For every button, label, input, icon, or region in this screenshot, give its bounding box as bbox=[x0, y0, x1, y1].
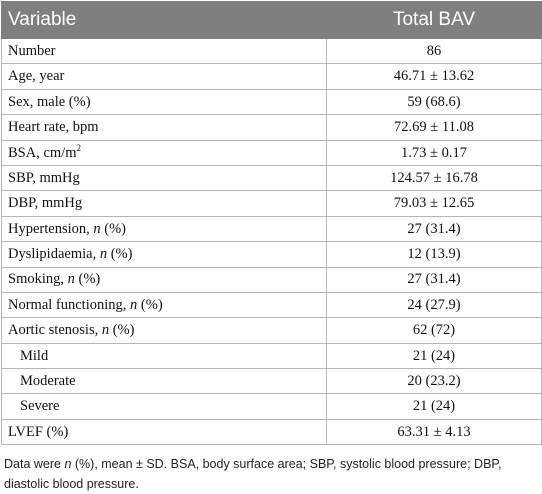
row-label: BSA, cm/m2 bbox=[1, 139, 327, 166]
row-value: 59 (68.6) bbox=[326, 88, 542, 116]
row-value: 46.71 ± 13.62 bbox=[326, 63, 542, 90]
row-label: Hypertension, n (%) bbox=[1, 215, 327, 243]
table-row: Smoking, n (%) 27 (31.4) bbox=[1, 266, 542, 293]
row-value: 72.69 ± 11.08 bbox=[326, 114, 542, 141]
row-label-suffix: (%) bbox=[109, 322, 135, 339]
row-value: 24 (27.9) bbox=[326, 291, 542, 319]
row-value: 12 (13.9) bbox=[326, 241, 542, 268]
table-row: Heart rate, bpm 72.69 ± 11.08 bbox=[1, 114, 542, 141]
row-label-suffix: (%) bbox=[107, 246, 133, 263]
row-label: Number bbox=[1, 37, 327, 65]
table-row: Number 86 bbox=[1, 37, 542, 65]
table-row: LVEF (%) 63.31 ± 4.13 bbox=[1, 418, 542, 446]
row-label: Normal functioning, n (%) bbox=[1, 291, 327, 319]
row-label: Aortic stenosis, n (%) bbox=[1, 317, 327, 344]
row-value: 62 (72) bbox=[326, 317, 542, 344]
row-value: 20 (23.2) bbox=[326, 368, 542, 395]
row-label: Mild bbox=[1, 342, 327, 370]
row-label-text: LVEF (%) bbox=[8, 423, 69, 440]
table-row: Moderate 20 (23.2) bbox=[1, 368, 542, 395]
row-label-text: Aortic stenosis, bbox=[8, 322, 102, 339]
table-row: Age, year 46.71 ± 13.62 bbox=[1, 63, 542, 90]
footnote-prefix: Data were bbox=[4, 457, 65, 472]
row-label-text: BSA, cm/m bbox=[8, 144, 77, 161]
footnote-italic: n bbox=[64, 457, 72, 472]
row-label-text: DBP, mmHg bbox=[8, 195, 83, 212]
row-label-italic: n bbox=[130, 296, 138, 313]
row-label: Smoking, n (%) bbox=[1, 266, 327, 293]
row-label: Age, year bbox=[1, 63, 327, 90]
table-footnote: Data were n (%), mean ± SD. BSA, body su… bbox=[1, 454, 541, 494]
table-row: Sex, male (%) 59 (68.6) bbox=[1, 88, 542, 116]
table-row: Severe 21 (24) bbox=[1, 393, 542, 420]
row-label-text: Sex, male (%) bbox=[8, 93, 91, 110]
row-label-text: Smoking, bbox=[8, 271, 68, 288]
table-row: Normal functioning, n (%) 24 (27.9) bbox=[1, 291, 542, 319]
row-value: 21 (24) bbox=[326, 393, 542, 420]
row-label-text: Heart rate, bpm bbox=[8, 119, 99, 136]
row-label-superscript: 2 bbox=[76, 142, 81, 153]
row-label-text: Age, year bbox=[8, 68, 65, 85]
table-row: Hypertension, n (%) 27 (31.4) bbox=[1, 215, 542, 243]
row-value: 27 (31.4) bbox=[326, 215, 542, 243]
row-label-italic: n bbox=[67, 271, 75, 288]
row-value: 79.03 ± 12.65 bbox=[326, 190, 542, 217]
row-label-text: Normal functioning, bbox=[8, 296, 131, 313]
row-label: LVEF (%) bbox=[1, 418, 327, 446]
table-row: Mild 21 (24) bbox=[1, 342, 542, 370]
row-label: Heart rate, bpm bbox=[1, 114, 327, 141]
row-label-text: Dyslipidaemia, bbox=[8, 246, 100, 263]
row-value: 27 (31.4) bbox=[326, 266, 542, 293]
row-label: Moderate bbox=[1, 368, 327, 395]
row-label-text: Number bbox=[8, 42, 56, 59]
row-label: Severe bbox=[1, 393, 327, 420]
row-label-italic: n bbox=[99, 246, 108, 263]
row-label: Sex, male (%) bbox=[1, 88, 327, 116]
table-row: BSA, cm/m2 1.73 ± 0.17 bbox=[1, 139, 542, 166]
row-label-italic: n bbox=[93, 220, 101, 237]
table-row: SBP, mmHg 124.57 ± 16.78 bbox=[1, 164, 542, 192]
header-total-bav: Total BAV bbox=[326, 1, 542, 39]
header-variable: Variable bbox=[1, 1, 327, 39]
row-value: 21 (24) bbox=[326, 342, 542, 370]
row-label-text: SBP, mmHg bbox=[8, 169, 80, 186]
row-label-suffix: (%) bbox=[100, 220, 126, 237]
row-label-suffix: (%) bbox=[74, 271, 101, 288]
footnote-rest: (%), mean ± SD. BSA, body surface area; … bbox=[4, 457, 502, 492]
row-label: Dyslipidaemia, n (%) bbox=[1, 241, 327, 268]
row-label-text: Hypertension, bbox=[8, 220, 94, 237]
table-row: Aortic stenosis, n (%) 62 (72) bbox=[1, 317, 542, 344]
row-label-suffix: (%) bbox=[137, 296, 163, 313]
row-value: 124.57 ± 16.78 bbox=[326, 164, 542, 192]
table-header-row: Variable Total BAV bbox=[1, 1, 542, 39]
table-row: DBP, mmHg 79.03 ± 12.65 bbox=[1, 190, 542, 217]
row-value: 63.31 ± 4.13 bbox=[326, 418, 542, 446]
bav-characteristics-table: Variable Total BAV Number 86 Age, year 4… bbox=[1, 1, 542, 446]
row-label-italic: n bbox=[101, 322, 110, 339]
row-label-text: Mild bbox=[20, 347, 49, 364]
row-label-text: Severe bbox=[20, 398, 60, 415]
row-label: DBP, mmHg bbox=[1, 190, 327, 217]
row-label-text: Moderate bbox=[20, 373, 76, 390]
row-value: 86 bbox=[326, 37, 542, 65]
table-row: Dyslipidaemia, n (%) 12 (13.9) bbox=[1, 241, 542, 268]
row-value: 1.73 ± 0.17 bbox=[326, 139, 542, 166]
row-label: SBP, mmHg bbox=[1, 164, 327, 192]
